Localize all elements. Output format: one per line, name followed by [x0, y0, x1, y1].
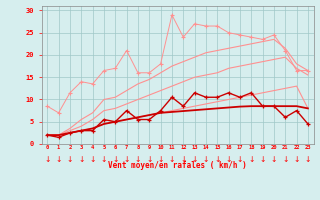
Text: ↓: ↓ [203, 155, 209, 164]
Text: ↓: ↓ [135, 155, 141, 164]
Text: ↓: ↓ [157, 155, 164, 164]
Text: ↓: ↓ [248, 155, 254, 164]
Text: ↓: ↓ [78, 155, 84, 164]
Text: ↓: ↓ [214, 155, 220, 164]
Text: ↓: ↓ [191, 155, 198, 164]
Text: ↓: ↓ [305, 155, 311, 164]
Text: ↓: ↓ [282, 155, 288, 164]
Text: ↓: ↓ [260, 155, 266, 164]
Text: ↓: ↓ [112, 155, 118, 164]
Text: ↓: ↓ [89, 155, 96, 164]
Text: ↓: ↓ [67, 155, 73, 164]
Text: ↓: ↓ [180, 155, 187, 164]
Text: ↓: ↓ [146, 155, 152, 164]
Text: ↓: ↓ [55, 155, 62, 164]
Text: ↓: ↓ [124, 155, 130, 164]
Text: ↓: ↓ [271, 155, 277, 164]
Text: ↓: ↓ [225, 155, 232, 164]
Text: ↓: ↓ [44, 155, 51, 164]
Text: ↓: ↓ [169, 155, 175, 164]
Text: ↓: ↓ [101, 155, 107, 164]
Text: ↓: ↓ [293, 155, 300, 164]
X-axis label: Vent moyen/en rafales ( km/h ): Vent moyen/en rafales ( km/h ) [108, 161, 247, 170]
Text: ↓: ↓ [237, 155, 243, 164]
